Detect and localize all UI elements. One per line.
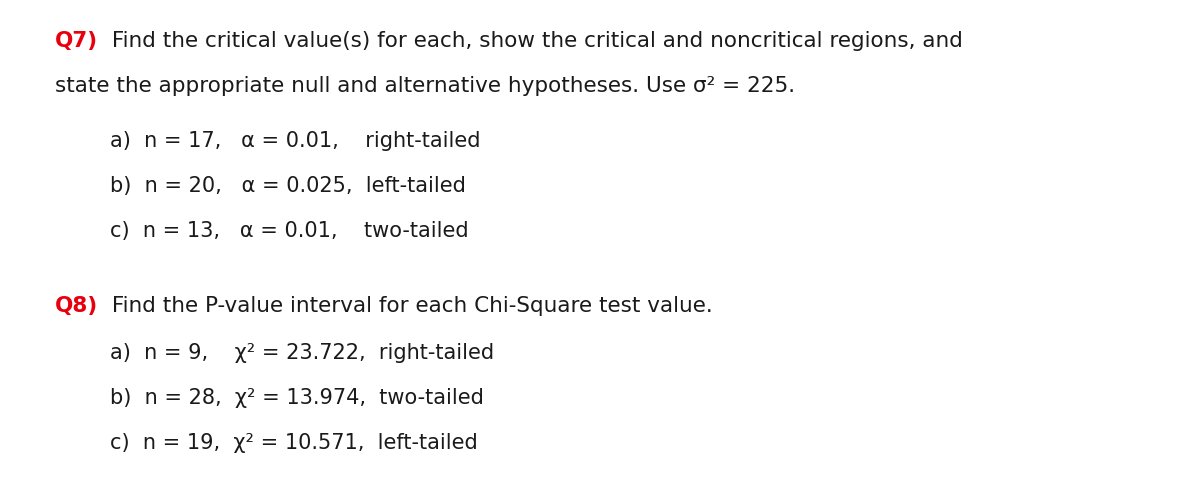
Text: state the appropriate null and alternative hypotheses. Use σ² = 225.: state the appropriate null and alternati… bbox=[55, 76, 796, 96]
Text: c)  n = 19,  χ² = 10.571,  left-tailed: c) n = 19, χ² = 10.571, left-tailed bbox=[110, 433, 478, 453]
Text: c)  n = 13,   α = 0.01,    two-tailed: c) n = 13, α = 0.01, two-tailed bbox=[110, 221, 469, 241]
Text: Find the critical value(s) for each, show the critical and noncritical regions, : Find the critical value(s) for each, sho… bbox=[106, 31, 962, 51]
Text: b)  n = 20,   α = 0.025,  left-tailed: b) n = 20, α = 0.025, left-tailed bbox=[110, 176, 466, 196]
Text: Find the P-value interval for each Chi-Square test value.: Find the P-value interval for each Chi-S… bbox=[106, 296, 713, 316]
Text: a)  n = 9,    χ² = 23.722,  right-tailed: a) n = 9, χ² = 23.722, right-tailed bbox=[110, 343, 494, 363]
Text: b)  n = 28,  χ² = 13.974,  two-tailed: b) n = 28, χ² = 13.974, two-tailed bbox=[110, 388, 484, 408]
Text: Q7): Q7) bbox=[55, 31, 98, 51]
Text: Q8): Q8) bbox=[55, 296, 98, 316]
Text: a)  n = 17,   α = 0.01,    right-tailed: a) n = 17, α = 0.01, right-tailed bbox=[110, 131, 480, 151]
